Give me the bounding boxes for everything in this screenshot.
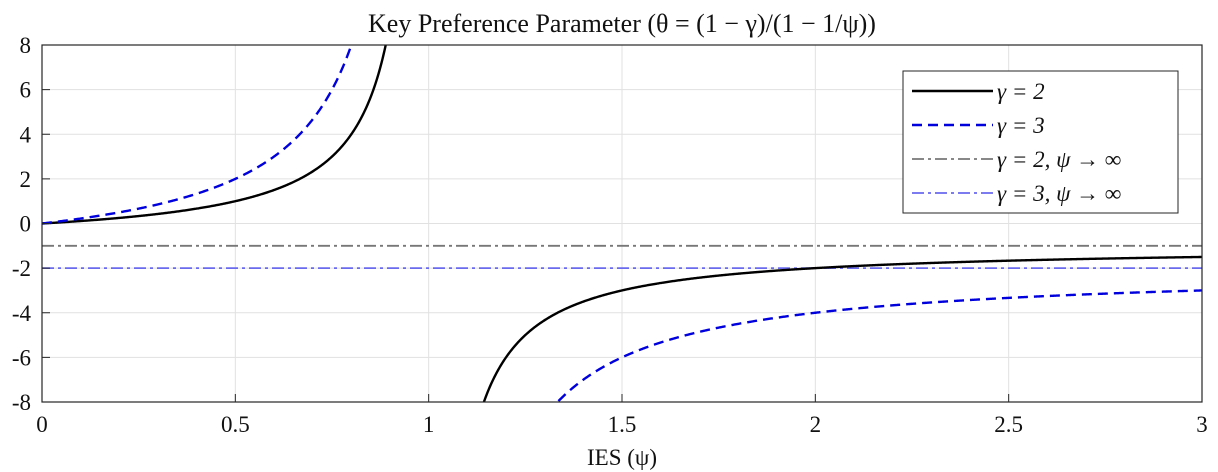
series-line <box>555 289 1202 402</box>
legend-label: γ = 3, ψ → ∞ <box>997 181 1121 206</box>
series-curve-gamma <box>42 45 1202 402</box>
x-tick-label: 0.5 <box>221 412 250 437</box>
y-tick-labels: 8 6 4 2 0 -2 -4 -6 -8 <box>12 33 50 415</box>
y-tick-label: 0 <box>20 212 32 237</box>
y-tick-label: -6 <box>12 345 31 370</box>
x-tick-label: 3 <box>1196 412 1208 437</box>
y-tick-label: 2 <box>20 167 32 192</box>
x-tick-label: 1.5 <box>608 412 637 437</box>
legend-box <box>902 70 1179 214</box>
series-curve-gamma <box>42 45 1202 402</box>
y-tick-label: 4 <box>20 122 32 147</box>
series-layer <box>42 45 1202 402</box>
legend-label: γ = 2, ψ → ∞ <box>997 147 1121 172</box>
series-line <box>482 255 1202 402</box>
series-line <box>42 45 387 225</box>
x-tick-label: 2.5 <box>994 412 1023 437</box>
y-tick-label: -8 <box>12 390 31 415</box>
x-tick-label: 2 <box>810 412 822 437</box>
y-tick-label: 6 <box>20 78 32 103</box>
series-line <box>42 45 353 225</box>
x-tick-label: 0 <box>36 412 48 437</box>
x-tick-labels: 0 0.5 1 1.5 2 2.5 3 <box>36 394 1208 437</box>
legend-label: γ = 2 <box>997 79 1045 104</box>
y-tick-label: -4 <box>12 301 32 326</box>
legend-label: γ = 3 <box>997 113 1045 138</box>
x-tick-label: 1 <box>423 412 435 437</box>
chart-title: Key Preference Parameter (θ = (1 − γ)/(1… <box>368 9 876 38</box>
legend: γ = 2 γ = 3 γ = 2, ψ → ∞ γ = 3, ψ → ∞ <box>902 70 1179 214</box>
y-tick-label: -2 <box>12 256 31 281</box>
y-tick-label: 8 <box>20 33 32 58</box>
x-axis-label: IES (ψ) <box>587 445 657 470</box>
